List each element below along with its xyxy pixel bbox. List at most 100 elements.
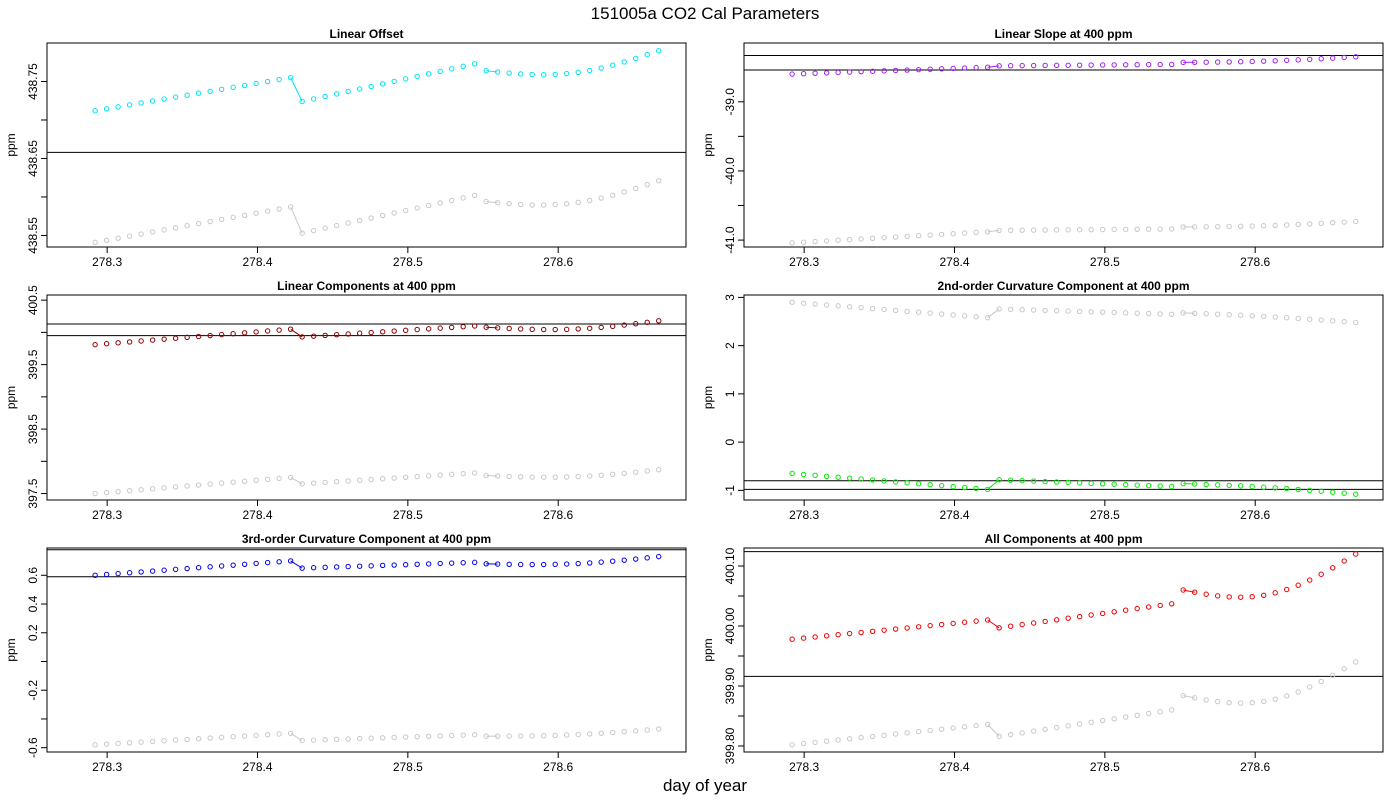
data-point — [927, 482, 933, 488]
data-point — [138, 100, 144, 106]
data-point — [1307, 684, 1313, 690]
data-point — [414, 473, 420, 480]
data-point — [184, 92, 190, 98]
data-point — [1019, 227, 1025, 233]
data-point — [1330, 565, 1336, 571]
data-point — [1180, 224, 1186, 230]
data-point — [218, 563, 225, 569]
data-point — [1053, 479, 1060, 485]
x-tick-label: 278.4 — [939, 508, 969, 522]
data-point — [552, 474, 558, 480]
data-point — [1111, 309, 1117, 316]
data-point — [322, 479, 328, 486]
data-point — [368, 83, 374, 90]
data-point — [1053, 617, 1060, 623]
data-point — [345, 88, 351, 95]
y-tick-label: 399.90 — [723, 667, 737, 704]
x-tick-label: 278.6 — [1240, 508, 1270, 522]
data-point — [1180, 692, 1186, 699]
data-point — [460, 195, 466, 201]
data-point — [1076, 613, 1083, 620]
data-point — [1145, 710, 1152, 717]
data-point — [138, 739, 144, 745]
y-tick-label: 0 — [723, 438, 737, 445]
data-point — [368, 563, 374, 569]
data-point — [1226, 699, 1232, 706]
data-point — [1214, 59, 1221, 65]
data-point — [207, 564, 213, 570]
data-point — [1214, 223, 1221, 230]
data-point — [892, 626, 899, 632]
data-point — [322, 564, 328, 571]
data-point — [1295, 486, 1301, 493]
data-point — [1030, 307, 1037, 313]
x-tick-label: 278.3 — [789, 255, 819, 269]
data-point — [1318, 317, 1324, 323]
data-point — [904, 67, 910, 73]
data-point — [149, 568, 156, 574]
data-point — [1088, 309, 1094, 315]
data-point — [310, 96, 317, 102]
data-point — [310, 227, 317, 234]
data-point — [425, 202, 432, 209]
data-point — [621, 470, 627, 477]
data-point — [1030, 227, 1037, 233]
data-point — [904, 308, 910, 315]
data-point — [1099, 610, 1106, 617]
data-point — [1226, 594, 1232, 600]
data-point — [1272, 696, 1278, 702]
data-point — [1019, 62, 1025, 69]
data-point — [103, 571, 110, 578]
data-point — [1214, 482, 1221, 488]
data-point — [1249, 58, 1255, 65]
data-point — [402, 561, 409, 568]
data-point — [1042, 478, 1048, 485]
data-point — [1030, 728, 1037, 734]
data-point — [333, 736, 340, 743]
data-point — [540, 474, 547, 480]
y-tick-label: 0.2 — [26, 624, 40, 641]
data-point — [402, 76, 409, 82]
data-point — [103, 106, 110, 112]
data-point — [1065, 615, 1071, 621]
data-point — [1307, 316, 1313, 322]
data-series — [789, 659, 1359, 748]
data-point — [586, 731, 593, 737]
data-point — [1053, 227, 1060, 233]
data-point — [540, 202, 547, 208]
y-tick-label: 399.80 — [723, 727, 737, 764]
data-point — [92, 341, 98, 348]
data-point — [610, 558, 616, 564]
data-point — [1134, 712, 1140, 718]
y-tick-label: 398.5 — [26, 414, 40, 444]
data-point — [276, 206, 282, 212]
data-point — [1191, 310, 1198, 316]
data-point — [904, 480, 910, 486]
data-point — [1134, 226, 1140, 232]
data-point — [115, 340, 121, 346]
data-point — [115, 570, 121, 577]
data-point — [835, 737, 841, 743]
data-point — [1353, 491, 1359, 497]
data-point — [1318, 571, 1324, 577]
y-tick-label: -39.0 — [723, 88, 737, 116]
data-point — [517, 474, 524, 480]
data-point — [892, 479, 899, 485]
y-tick-label: 0.4 — [26, 595, 40, 612]
data-point — [460, 470, 466, 477]
data-point — [195, 564, 202, 571]
data-point — [1088, 62, 1094, 68]
data-point — [471, 61, 478, 67]
data-point — [1007, 731, 1014, 738]
data-point — [184, 483, 190, 489]
data-point — [207, 735, 213, 741]
data-point — [973, 229, 979, 236]
data-point — [1203, 311, 1209, 317]
x-tick-label: 278.5 — [393, 508, 423, 522]
data-point — [1134, 62, 1140, 68]
data-point — [195, 736, 202, 742]
data-point — [103, 741, 110, 747]
data-point — [437, 325, 443, 331]
data-point — [1272, 314, 1278, 320]
data-series — [789, 299, 1359, 326]
